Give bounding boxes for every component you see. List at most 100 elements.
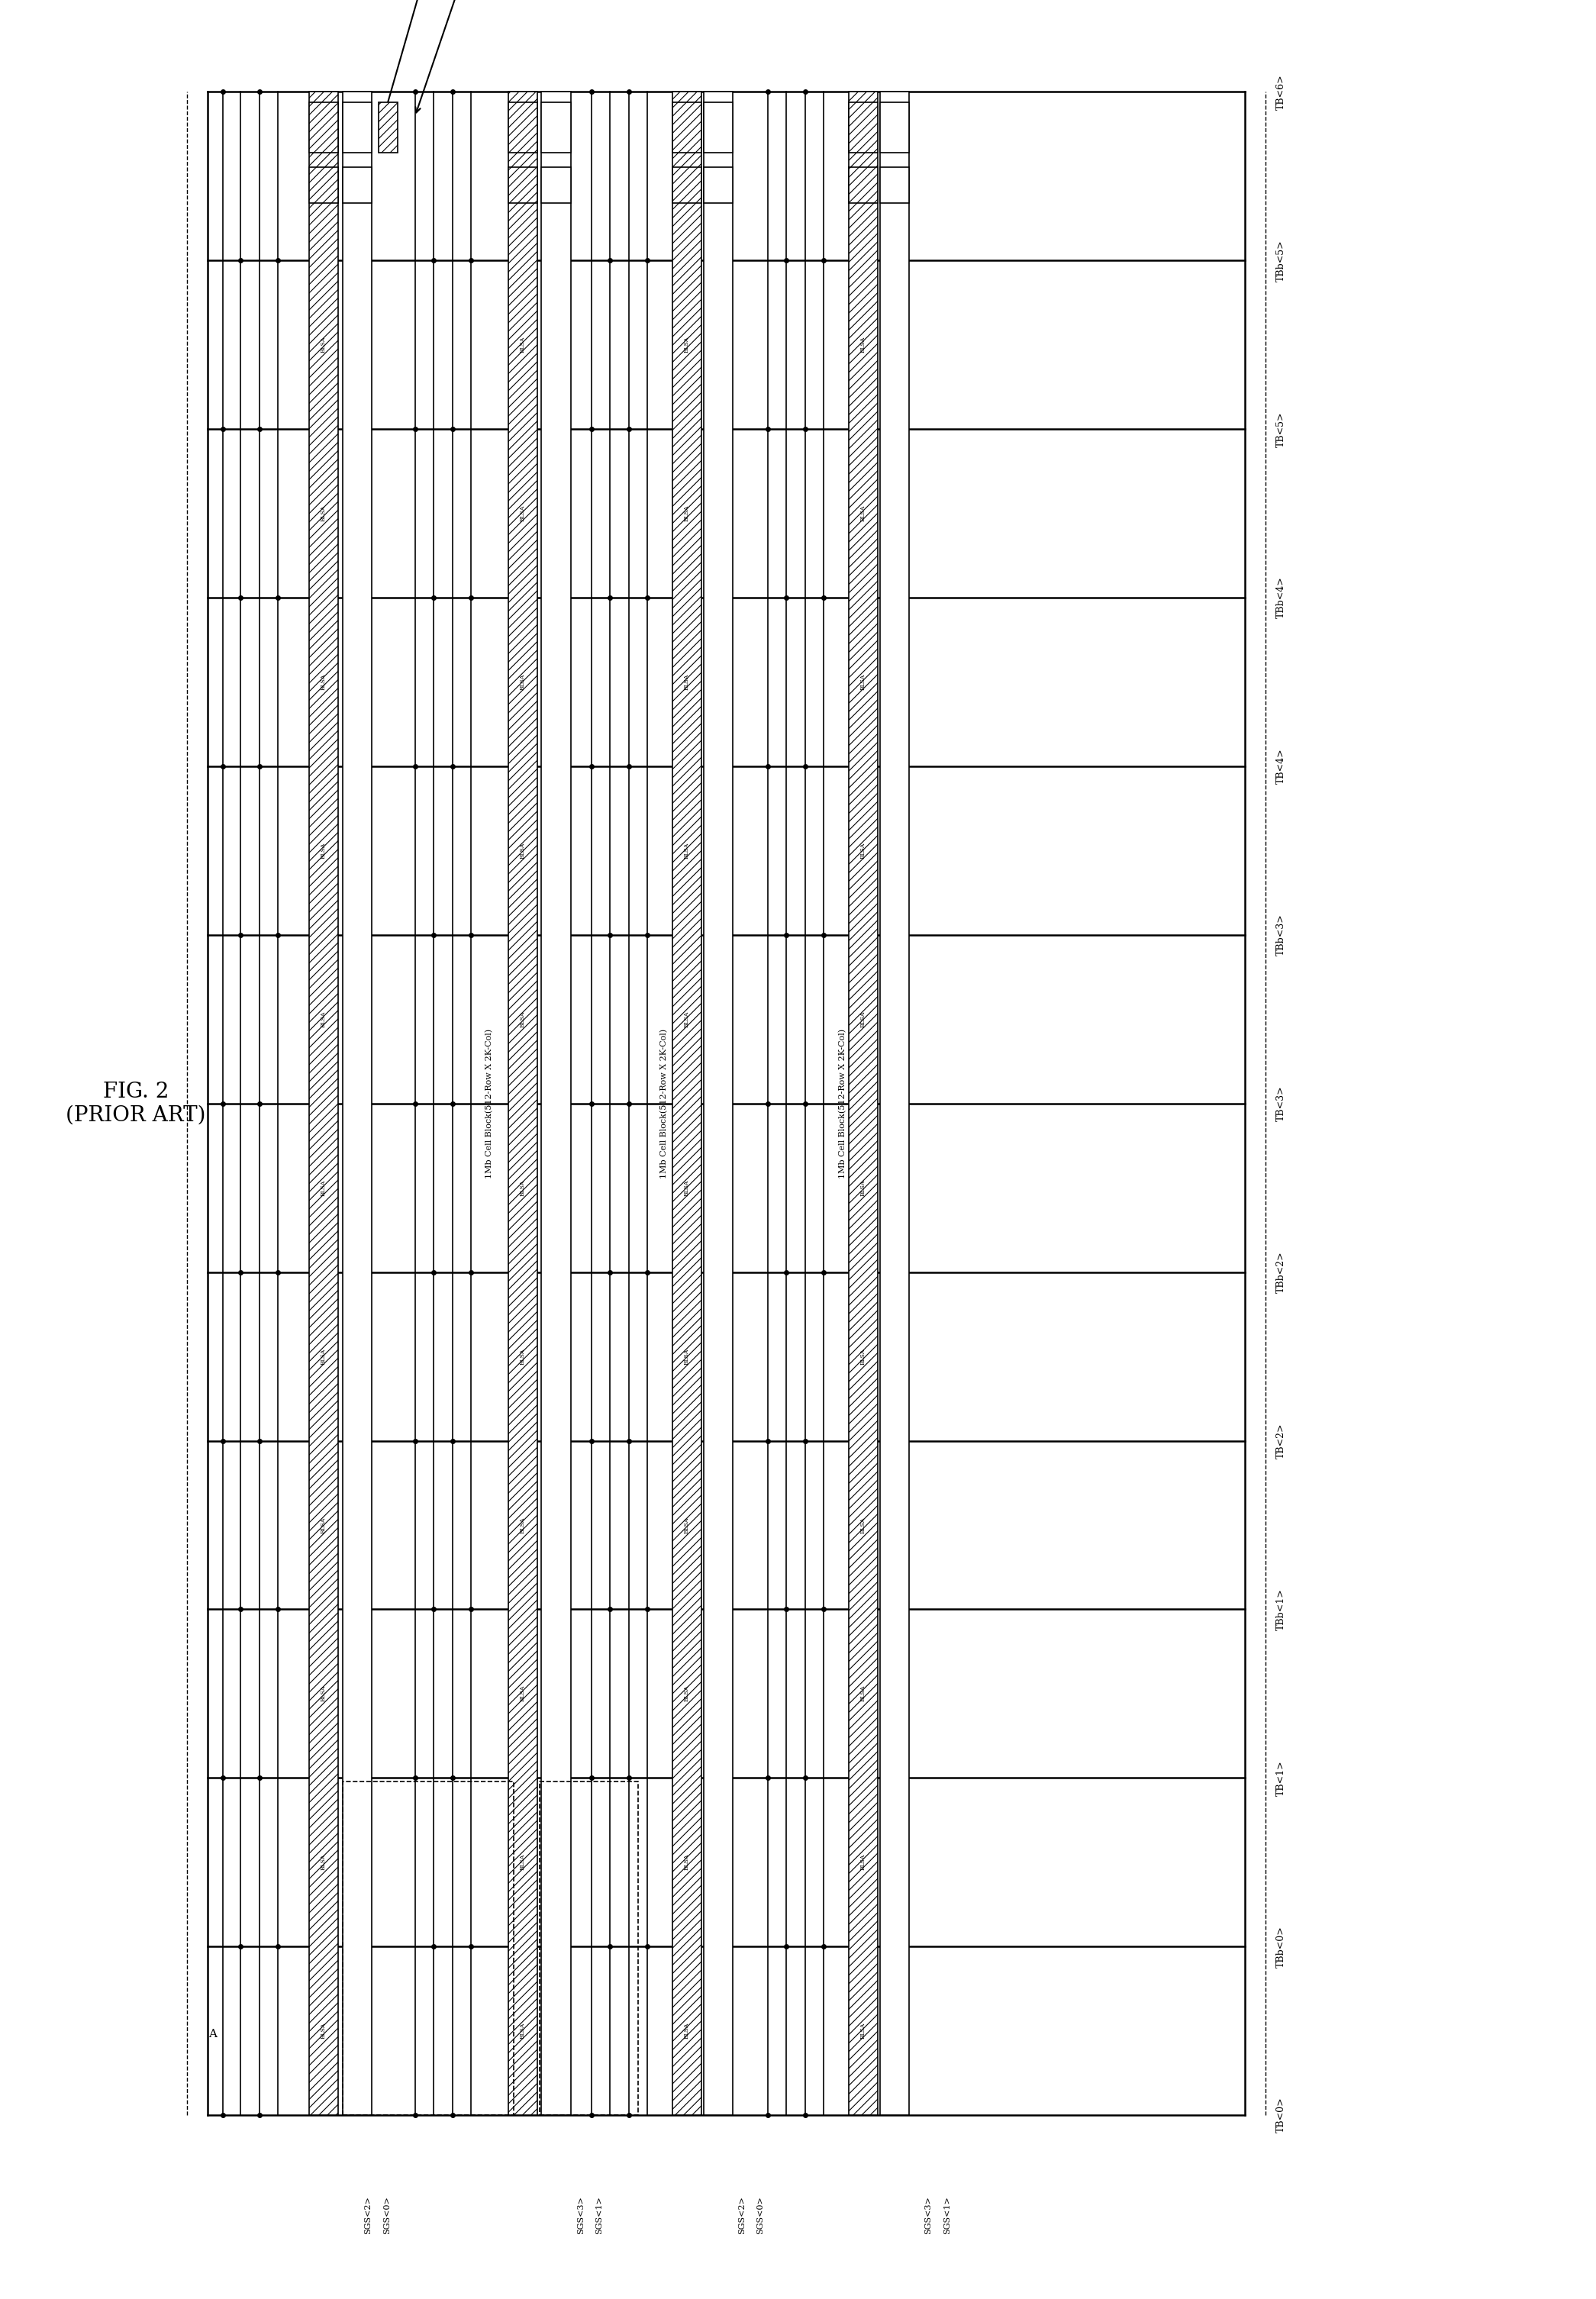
Text: BLSA: BLSA	[683, 506, 689, 522]
Text: SGS<0>: SGS<0>	[383, 2196, 391, 2235]
Bar	[509, 168, 538, 202]
Bar	[704, 168, 733, 202]
Bar	[672, 101, 701, 152]
Bar	[509, 101, 538, 152]
Text: TB<2>: TB<2>	[1277, 1423, 1286, 1458]
Text: BLSA: BLSA	[321, 2023, 327, 2039]
Text: BLSA: BLSA	[520, 674, 527, 690]
Bar	[343, 101, 372, 152]
Bar	[704, 101, 733, 152]
Text: BLSA: BLSA	[321, 1685, 327, 1701]
Text: SGS<1>: SGS<1>	[943, 2196, 951, 2235]
Text: SGS<0>: SGS<0>	[757, 2196, 764, 2235]
Bar	[704, 92, 733, 2115]
Text: SGS<3>: SGS<3>	[578, 2196, 584, 2235]
Bar	[849, 101, 878, 152]
Text: SGS<1>: SGS<1>	[595, 2196, 603, 2235]
Text: BLSA: BLSA	[860, 336, 867, 354]
Text: BLSA: BLSA	[683, 1179, 689, 1195]
Text: BLSA: BLSA	[860, 506, 867, 522]
Text: BLSA: BLSA	[520, 1179, 527, 1195]
Text: BLSA: BLSA	[520, 1347, 527, 1366]
Text: TBb<2>: TBb<2>	[1277, 1251, 1286, 1292]
Text: BLSA: BLSA	[321, 336, 327, 354]
Text: SGS<3>: SGS<3>	[924, 2196, 932, 2235]
Text: TBb<1>: TBb<1>	[1277, 1589, 1286, 1630]
Bar	[378, 101, 397, 152]
Bar	[541, 92, 571, 2115]
Text: 1Mb Cell Block(512-Row X 2K-Col): 1Mb Cell Block(512-Row X 2K-Col)	[661, 1028, 667, 1179]
Text: 1Mb Cell Block(512-Row X 2K-Col): 1Mb Cell Block(512-Row X 2K-Col)	[485, 1028, 493, 1179]
Bar	[509, 92, 538, 2115]
Bar	[879, 168, 908, 202]
Bar	[849, 92, 878, 2115]
Text: TB<4>: TB<4>	[1277, 749, 1286, 784]
Text: BLSA: BLSA	[520, 506, 527, 522]
Text: BLSA: BLSA	[683, 1517, 689, 1533]
Text: 200: 200	[415, 0, 490, 113]
Text: BLSA: BLSA	[321, 1347, 327, 1366]
Text: BLSA: BLSA	[520, 1517, 527, 1533]
Text: BLSA: BLSA	[321, 1517, 327, 1533]
Text: BLSA: BLSA	[860, 1685, 867, 1701]
Text: BLSA: BLSA	[860, 1853, 867, 1871]
Bar	[310, 101, 338, 152]
Text: TB<6>: TB<6>	[1277, 74, 1286, 110]
Text: TB<3>: TB<3>	[1277, 1085, 1286, 1122]
Text: BLSA: BLSA	[520, 1853, 527, 1871]
Text: BLSA: BLSA	[683, 168, 689, 184]
Text: TB<1>: TB<1>	[1277, 1761, 1286, 1796]
Text: BLSA: BLSA	[520, 168, 527, 184]
Text: BLSA: BLSA	[321, 1853, 327, 1871]
Text: BLSA: BLSA	[520, 336, 527, 354]
Bar	[672, 92, 701, 2115]
Text: TBb<3>: TBb<3>	[1277, 915, 1286, 956]
Bar	[343, 1782, 514, 2115]
Bar	[310, 92, 338, 2115]
Bar	[879, 92, 908, 2115]
Bar	[879, 101, 908, 152]
Text: BLSA: BLSA	[860, 1012, 867, 1028]
Text: BLSA: BLSA	[683, 1012, 689, 1028]
Bar	[541, 168, 571, 202]
Text: FIG. 2
(PRIOR ART): FIG. 2 (PRIOR ART)	[65, 1081, 206, 1127]
Text: BLSA: BLSA	[683, 336, 689, 354]
Text: BLSA: BLSA	[860, 168, 867, 184]
Text: BLSA: BLSA	[860, 674, 867, 690]
Text: SGS<2>: SGS<2>	[737, 2196, 745, 2235]
Bar	[343, 168, 372, 202]
Text: BLSA: BLSA	[683, 841, 689, 860]
Text: BLSA: BLSA	[683, 674, 689, 690]
Bar	[849, 168, 878, 202]
Text: BLSA: BLSA	[520, 1012, 527, 1028]
Bar	[343, 92, 372, 2115]
Text: BLSA: BLSA	[520, 1685, 527, 1701]
Text: BLSA: BLSA	[321, 1179, 327, 1195]
Text: A: A	[209, 2028, 217, 2039]
Text: 210: 210	[385, 0, 442, 113]
Text: BLSA: BLSA	[860, 1347, 867, 1366]
Text: BLSA: BLSA	[860, 1179, 867, 1195]
Text: BLSA: BLSA	[683, 1347, 689, 1366]
Text: BLSA: BLSA	[321, 674, 327, 690]
Text: TBb<4>: TBb<4>	[1277, 577, 1286, 618]
Bar	[672, 168, 701, 202]
Bar	[310, 168, 338, 202]
Text: BLSA: BLSA	[860, 1517, 867, 1533]
Text: BLSA: BLSA	[321, 168, 327, 184]
Text: BLSA: BLSA	[321, 506, 327, 522]
Text: BLSA: BLSA	[860, 841, 867, 860]
Text: BLSA: BLSA	[321, 1012, 327, 1028]
Bar	[541, 101, 571, 152]
Text: TBb<5>: TBb<5>	[1277, 239, 1286, 280]
Text: TBb<0>: TBb<0>	[1277, 1927, 1286, 1968]
Text: BLSA: BLSA	[683, 1685, 689, 1701]
Text: BLSA: BLSA	[683, 1853, 689, 1871]
Text: BLSA: BLSA	[520, 2023, 527, 2039]
Text: BLSA: BLSA	[321, 841, 327, 860]
Text: TB<0>: TB<0>	[1277, 2097, 1286, 2133]
Bar	[539, 1782, 638, 2115]
Text: BLSA: BLSA	[860, 2023, 867, 2039]
Text: SGS<2>: SGS<2>	[364, 2196, 372, 2235]
Text: BLSA: BLSA	[683, 2023, 689, 2039]
